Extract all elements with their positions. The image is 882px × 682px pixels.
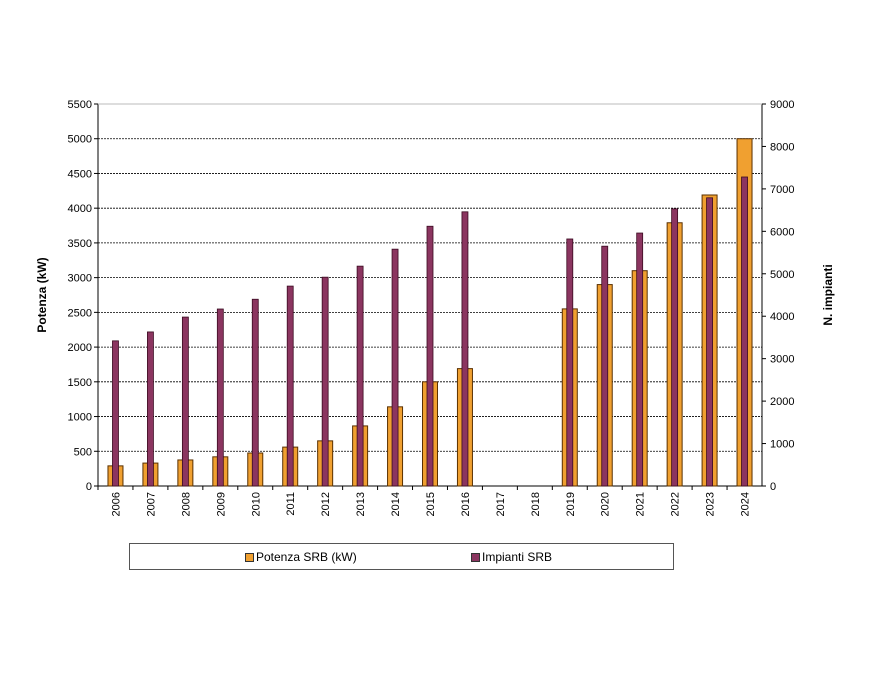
- x-tick-label: 2023: [705, 492, 717, 516]
- y2-tick-label: 5000: [770, 269, 794, 281]
- x-tick-label: 2018: [530, 492, 542, 516]
- x-tick-label: 2013: [355, 492, 367, 516]
- bar-impianti: [741, 176, 748, 487]
- x-tick-label: 2024: [740, 492, 752, 516]
- bar-impianti: [636, 232, 644, 487]
- bar-impianti: [356, 265, 364, 487]
- y-tick-label: 5000: [68, 134, 92, 146]
- x-tick-label: 2022: [670, 492, 682, 516]
- y2-tick-label: 1000: [770, 439, 794, 451]
- y2-tick-label: 9000: [770, 99, 794, 111]
- y-tick-label: 500: [74, 446, 92, 458]
- bar-impianti: [147, 331, 154, 487]
- bar-impianti: [426, 225, 434, 487]
- x-tick-label: 2020: [600, 492, 612, 516]
- x-tick-label: 2006: [110, 492, 122, 516]
- x-tick-label: 2019: [565, 492, 577, 516]
- x-tick-label: 2008: [180, 492, 192, 516]
- y2-tick-label: 3000: [770, 354, 794, 366]
- bar-impianti: [251, 298, 259, 487]
- y2-tick-label: 8000: [770, 141, 794, 153]
- x-tick-label: 2012: [320, 492, 332, 516]
- x-tick-label: 2021: [635, 492, 647, 516]
- y2-tick-label: 4000: [770, 311, 794, 323]
- bar-impianti: [321, 276, 329, 487]
- bar-impianti: [566, 238, 574, 487]
- bar-impianti: [112, 340, 119, 487]
- legend-swatch-potenza: [245, 552, 254, 562]
- y-tick-label: 2500: [68, 307, 92, 319]
- x-tick-label: 2014: [390, 492, 402, 516]
- y-tick-label: 5500: [68, 99, 92, 111]
- y2-axis-title: N. impianti: [821, 264, 835, 325]
- y-tick-label: 4500: [68, 168, 92, 180]
- bar-impianti: [461, 211, 469, 487]
- y-tick-label: 1000: [68, 412, 92, 424]
- bar-impianti: [706, 197, 713, 487]
- y-tick-label: 4000: [68, 203, 92, 215]
- y-tick-label: 1500: [68, 377, 92, 389]
- x-tick-label: 2017: [495, 492, 507, 516]
- legend-label-impianti: Impianti SRB: [482, 550, 553, 564]
- x-tick-label: 2011: [285, 492, 297, 516]
- legend-label-potenza: Potenza SRB (kW): [256, 550, 357, 564]
- y2-tick-label: 2000: [770, 396, 794, 408]
- x-tick-label: 2016: [460, 492, 472, 516]
- bar-impianti: [286, 285, 294, 487]
- y-tick-label: 3000: [68, 273, 92, 285]
- x-tick-label: 2007: [145, 492, 157, 516]
- legend-item-impianti: Impianti SRB: [471, 550, 552, 564]
- x-tick-label: 2010: [250, 492, 262, 516]
- legend-swatch-impianti: [471, 552, 480, 562]
- bar-impianti: [671, 208, 679, 487]
- y-tick-label: 2000: [68, 342, 92, 354]
- bar-impianti: [601, 245, 609, 487]
- y2-tick-label: 6000: [770, 226, 794, 238]
- legend-item-potenza: Potenza SRB (kW): [245, 550, 357, 564]
- y-tick-label: 0: [86, 481, 92, 493]
- bar-impianti: [216, 308, 224, 487]
- y-axis-title: Potenza (kW): [35, 257, 49, 332]
- x-tick-label: 2015: [425, 492, 437, 516]
- bar-impianti: [181, 316, 189, 487]
- legend: Potenza SRB (kW) Impianti SRB: [129, 543, 674, 570]
- y-tick-label: 3500: [68, 238, 92, 250]
- x-tick-label: 2009: [215, 492, 227, 516]
- bar-impianti: [391, 248, 399, 487]
- y2-tick-label: 7000: [770, 184, 794, 196]
- y2-tick-label: 0: [770, 481, 776, 493]
